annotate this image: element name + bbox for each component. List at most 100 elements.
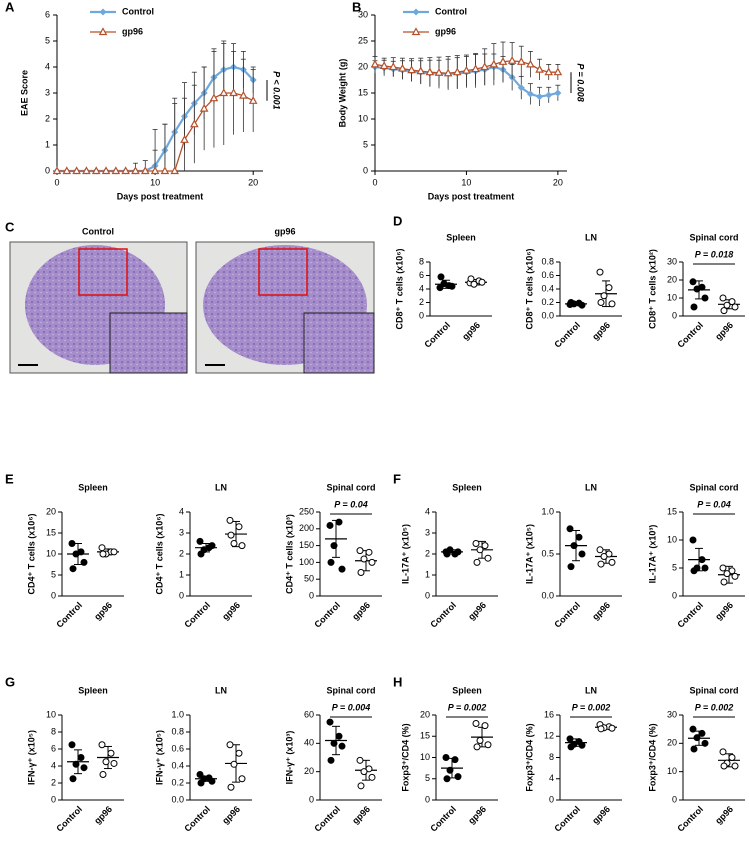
y-tick-label: 0 — [51, 590, 56, 600]
data-point — [575, 533, 583, 541]
data-point — [690, 567, 698, 575]
data-point — [701, 294, 709, 302]
marker — [180, 135, 189, 143]
data-point — [484, 554, 492, 562]
y-tick-label: 0.8 — [541, 256, 554, 266]
y-tick-label: 0 — [672, 310, 677, 320]
data-point — [440, 280, 448, 288]
data-point — [330, 542, 338, 550]
data-point — [360, 768, 368, 776]
y-axis-label: CD4⁺ T cells (x10³) — [284, 514, 294, 594]
y-tick-label: 8 — [549, 752, 554, 762]
x-tick-label: Control — [312, 804, 342, 834]
data-point — [356, 756, 364, 764]
marker — [544, 67, 554, 76]
y-tick-label: 0 — [309, 590, 314, 600]
y-tick-label: 5 — [45, 35, 50, 45]
data-point — [476, 546, 484, 554]
panel-letter: D — [393, 213, 402, 228]
data-point — [443, 550, 451, 558]
marker — [82, 166, 91, 175]
y-tick-label: 12 — [544, 731, 554, 741]
inset — [109, 312, 188, 374]
data-point — [578, 301, 586, 309]
y-tick-label: 1.0 — [171, 709, 184, 719]
data-point — [719, 564, 727, 572]
marker — [535, 64, 544, 73]
x-tick-label: Control — [54, 600, 84, 630]
data-point — [326, 718, 334, 726]
y-axis-label: CD4⁺ T cells (x10⁶) — [26, 514, 36, 595]
y-tick-label: 20 — [304, 766, 314, 776]
data-point — [80, 558, 88, 566]
y-axis-label: Foxp3⁺/CD4 (%) — [400, 723, 410, 791]
y-tick-label: 15 — [46, 527, 56, 537]
marker — [545, 91, 553, 99]
y-axis-label: CD8⁺ T cells (x10²) — [647, 249, 657, 329]
legend-label: gp96 — [435, 26, 456, 36]
marker — [209, 93, 219, 102]
plot-title: Spinal cord — [326, 482, 375, 492]
data-point — [208, 542, 216, 550]
y-tick-label: 0 — [425, 794, 430, 804]
marker — [101, 166, 111, 175]
marker — [160, 166, 170, 175]
data-point — [578, 741, 586, 749]
marker — [62, 166, 72, 175]
y-axis-label: IL-17A⁺ (x10³) — [647, 525, 657, 584]
zoom-box — [78, 248, 128, 296]
data-point — [437, 273, 445, 281]
y-tick-label: 10 — [667, 534, 677, 544]
data-point — [731, 303, 739, 311]
x-tick-label: gp96 — [590, 804, 612, 826]
marker — [398, 63, 407, 72]
y-tick-label: 20 — [667, 274, 677, 284]
data-point — [728, 754, 736, 761]
plot-title: Spleen — [78, 685, 108, 695]
y-axis-label: CD8⁺ T cells (x10⁶) — [394, 249, 404, 330]
plot-title: Spinal cord — [326, 685, 375, 695]
y-tick-label: 0 — [549, 794, 554, 804]
y-tick-label: 2 — [45, 113, 50, 123]
panel-letter: A — [5, 0, 15, 14]
marker — [489, 59, 499, 68]
data-point — [368, 773, 376, 781]
x-tick-label: gp96 — [590, 600, 612, 622]
marker — [498, 57, 508, 65]
data-point — [701, 564, 709, 572]
data-point — [327, 756, 335, 764]
y-axis-label: CD8⁺ T cells (x10⁶) — [524, 249, 534, 330]
data-point — [110, 759, 118, 767]
y-tick-label: 5 — [672, 562, 677, 572]
inset — [303, 312, 375, 374]
y-tick-label: 3 — [179, 527, 184, 537]
marker — [526, 90, 534, 98]
data-point — [227, 783, 235, 791]
x-tick-label: gp96 — [220, 804, 242, 826]
marker — [443, 68, 453, 77]
y-tick-label: 6 — [51, 743, 56, 753]
data-point — [238, 542, 246, 550]
data-point — [719, 294, 727, 302]
x-tick-label: gp96 — [220, 600, 242, 622]
y-tick-label: 8 — [419, 256, 424, 266]
y-tick-label: 20 — [46, 506, 56, 516]
data-point — [338, 742, 346, 750]
y-tick-label: 0 — [363, 165, 368, 175]
x-tick-label: Control — [675, 600, 705, 630]
x-tick-label: gp96 — [350, 804, 372, 826]
plot-title: LN — [585, 232, 597, 242]
x-tick-label: Control — [552, 320, 582, 350]
x-tick-label: Control — [428, 804, 458, 834]
y-tick-label: 0.0 — [541, 590, 554, 600]
marker — [370, 59, 380, 68]
y-tick-label: 4 — [45, 61, 50, 71]
annotation: P = 0.018 — [695, 249, 733, 259]
y-tick-label: 0 — [425, 590, 430, 600]
y-tick-label: 150 — [299, 540, 314, 550]
data-point — [693, 285, 701, 293]
marker — [219, 88, 229, 97]
y-tick-label: 0.0 — [171, 794, 184, 804]
y-tick-label: 0.2 — [541, 297, 554, 307]
x-tick-label: Control — [54, 804, 84, 834]
